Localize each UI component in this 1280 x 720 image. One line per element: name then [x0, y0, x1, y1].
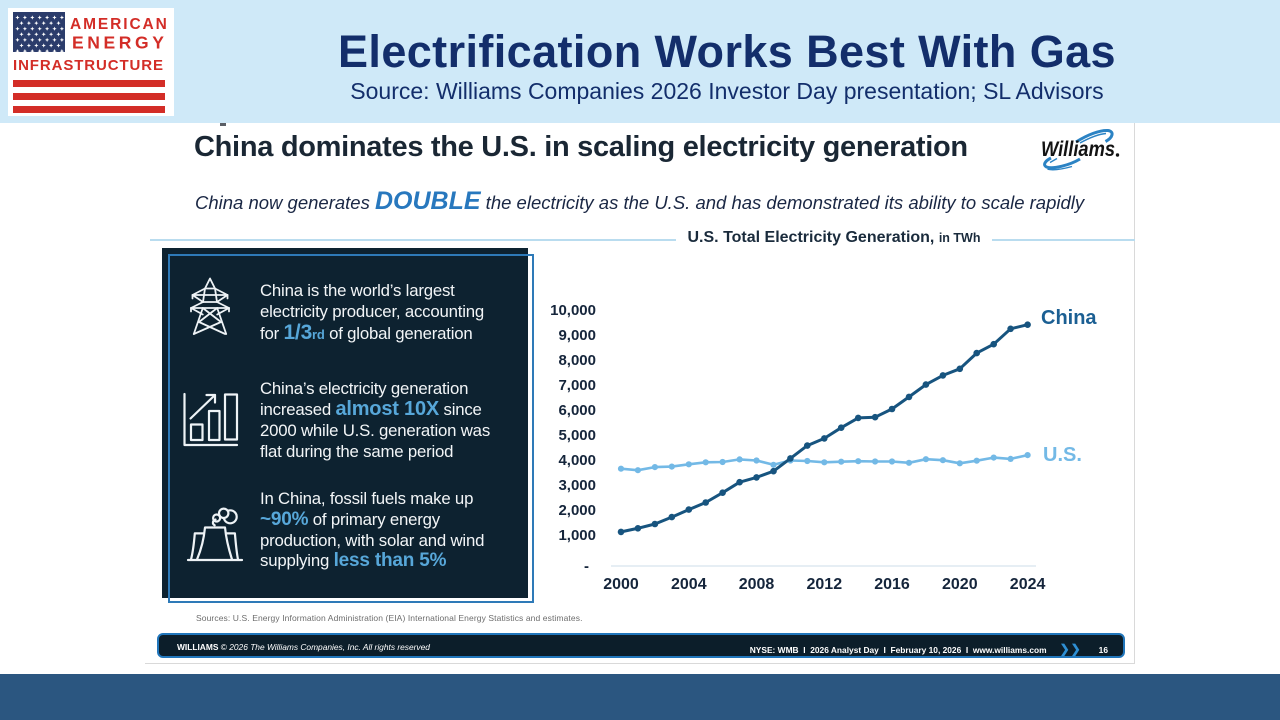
svg-text:3,000: 3,000 — [558, 477, 596, 494]
svg-text:AMERICAN: AMERICAN — [70, 16, 169, 33]
svg-text:2,000: 2,000 — [558, 502, 596, 519]
svg-text:9,000: 9,000 — [558, 327, 596, 344]
svg-text:7,000: 7,000 — [558, 377, 596, 394]
svg-text:8,000: 8,000 — [558, 352, 596, 369]
svg-text:5,000: 5,000 — [558, 427, 596, 444]
svg-text:6,000: 6,000 — [558, 402, 596, 419]
svg-text:INFRASTRUCTURE: INFRASTRUCTURE — [13, 57, 164, 74]
svg-text:2016: 2016 — [874, 576, 910, 593]
svg-text:ENERGY: ENERGY — [72, 33, 168, 53]
svg-text:1,000: 1,000 — [558, 527, 596, 544]
svg-text:Williams: Williams — [1041, 138, 1115, 161]
svg-text:10,000: 10,000 — [550, 302, 596, 319]
svg-text:2020: 2020 — [942, 576, 978, 593]
svg-text:2012: 2012 — [807, 576, 843, 593]
svg-text:2004: 2004 — [671, 576, 707, 593]
svg-text:2000: 2000 — [603, 576, 639, 593]
svg-text:2024: 2024 — [1010, 576, 1046, 593]
svg-text:4,000: 4,000 — [558, 452, 596, 469]
svg-text:-: - — [584, 558, 589, 575]
svg-text:2008: 2008 — [739, 576, 775, 593]
svg-text:China: China — [1041, 307, 1097, 329]
svg-text:U.S.: U.S. — [1043, 444, 1082, 466]
